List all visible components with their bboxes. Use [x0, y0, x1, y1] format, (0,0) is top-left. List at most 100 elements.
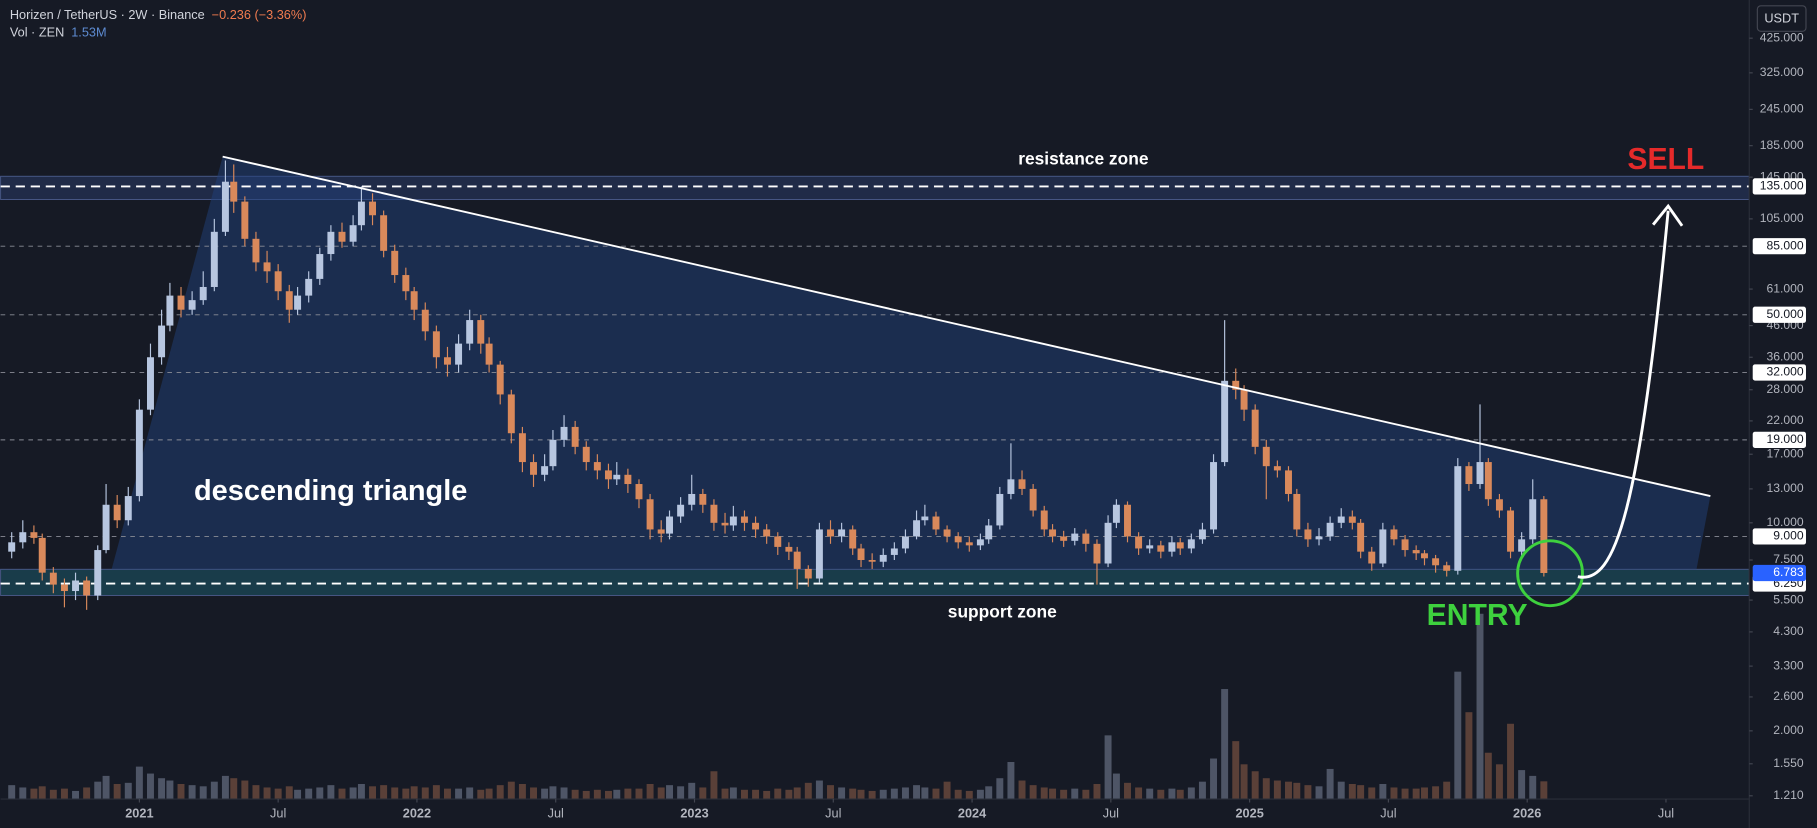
volume-bar	[477, 789, 485, 800]
candle-body	[1007, 479, 1015, 494]
level-label: 32.000	[1767, 365, 1804, 379]
volume-bar	[60, 788, 68, 800]
volume-bar	[1326, 768, 1334, 800]
level-label-box	[1752, 178, 1806, 195]
candle-body	[1029, 488, 1037, 511]
level-label-box	[1752, 364, 1806, 381]
annotations-layer: resistance zone support zone descending tr…	[194, 149, 1711, 621]
candle-body	[188, 300, 196, 310]
candle-body	[1285, 470, 1292, 494]
level-label: 9.000	[1773, 529, 1804, 543]
candle-body	[785, 546, 793, 552]
candle-body	[285, 291, 293, 310]
currency-button[interactable]	[1756, 5, 1807, 32]
volume-bar	[560, 787, 568, 800]
level-label-box	[1752, 238, 1806, 255]
volume-bar	[294, 789, 302, 800]
volume-bar	[1273, 780, 1281, 800]
volume-bar	[613, 789, 621, 800]
x-tick-label: Jul	[1658, 805, 1674, 820]
candle-body	[263, 262, 271, 272]
volume-bar	[785, 789, 793, 800]
volume-bar	[965, 790, 973, 800]
volume-value: 1.53M	[71, 25, 106, 40]
candle-body	[230, 181, 238, 202]
volume-bar	[83, 787, 91, 800]
candle-body	[774, 536, 782, 547]
volume-bar	[913, 785, 921, 800]
y-tick-label: 10.000	[1767, 515, 1804, 529]
volume-bar	[357, 783, 365, 800]
volume-bar	[699, 787, 707, 800]
volume-bar	[38, 786, 46, 800]
candle-body	[752, 522, 760, 530]
trendline	[222, 155, 1711, 497]
volume-bar	[338, 788, 346, 800]
volume-bar	[410, 786, 418, 800]
candle-body	[1337, 516, 1345, 523]
volume-bar	[305, 788, 313, 800]
candle-body	[241, 201, 249, 239]
candle-body	[147, 357, 154, 410]
volume-bar	[1135, 787, 1143, 800]
volume-bar	[8, 785, 16, 800]
currency-label[interactable]: USDT	[1764, 10, 1799, 25]
candle-body	[1049, 529, 1057, 537]
candle-body	[94, 550, 102, 596]
candle-body	[166, 295, 174, 326]
volume-bar	[1454, 671, 1462, 800]
volume-bar	[1443, 781, 1451, 800]
candle-body	[1465, 466, 1473, 485]
entry-label: ENTRY	[1427, 599, 1528, 632]
candle-body	[1198, 529, 1206, 540]
candle-body	[357, 201, 365, 226]
candle-body	[688, 493, 696, 505]
symbol-title: Horizen / TetherUS · 2W · Binance −0.236 …	[10, 8, 307, 23]
volume-bar	[1007, 761, 1015, 800]
candle-body	[8, 542, 16, 552]
volume-bar	[996, 778, 1004, 800]
candle-body	[1135, 536, 1143, 549]
y-tick-label: 325.000	[1760, 65, 1804, 79]
candle-body	[391, 250, 399, 276]
volume-bar	[30, 788, 38, 800]
volume-bar	[1198, 781, 1206, 800]
candle-body	[421, 309, 429, 332]
y-tick-label: 28.000	[1767, 382, 1804, 396]
candle-body	[921, 516, 929, 521]
candle-body	[793, 551, 801, 569]
volume-bar	[635, 788, 643, 800]
volume-bar	[507, 781, 515, 800]
volume-bar	[666, 785, 673, 800]
volume-bar	[688, 782, 696, 800]
candle-body	[541, 466, 549, 475]
volume-bar	[815, 780, 823, 800]
candle-body	[1443, 565, 1451, 571]
candle-body	[1060, 536, 1068, 541]
candle-body	[83, 580, 91, 596]
zone	[0, 568, 1750, 596]
volume-bar	[147, 773, 154, 800]
volume-bar	[466, 787, 474, 800]
y-tick-label: 3.300	[1773, 658, 1804, 672]
level-label: 85.000	[1767, 238, 1804, 252]
volume-bar	[1390, 787, 1398, 800]
volume-bar	[849, 788, 857, 800]
y-tick-label: 1.210	[1773, 788, 1804, 802]
volume-bar	[1157, 789, 1165, 800]
candle-body	[593, 462, 601, 471]
level-label-box	[1752, 528, 1806, 545]
x-tick-label: Jul	[825, 805, 841, 820]
volume-bar	[932, 788, 940, 800]
candle-body	[1040, 510, 1048, 530]
volume-title: Vol · ZEN	[10, 25, 64, 40]
y-tick-label: 425.000	[1760, 30, 1804, 44]
candle-body	[1146, 545, 1154, 549]
volume-bar	[1112, 773, 1120, 800]
volume-bar	[285, 786, 293, 800]
candle-body	[613, 474, 621, 480]
y-tick-label: 1.550	[1773, 756, 1804, 770]
volume-bar	[380, 785, 388, 800]
candle-body	[1293, 493, 1301, 530]
level-label-box	[1752, 431, 1806, 448]
